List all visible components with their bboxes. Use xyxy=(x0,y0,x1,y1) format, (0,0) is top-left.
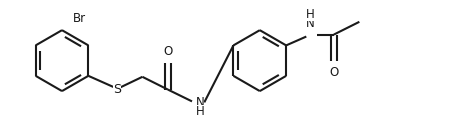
Text: H: H xyxy=(196,105,204,118)
Text: H: H xyxy=(306,8,315,21)
Text: O: O xyxy=(329,66,338,79)
Text: Br: Br xyxy=(73,12,86,25)
Text: N: N xyxy=(306,17,315,30)
Text: S: S xyxy=(113,83,121,96)
Text: O: O xyxy=(164,45,173,58)
Text: N: N xyxy=(196,96,204,109)
